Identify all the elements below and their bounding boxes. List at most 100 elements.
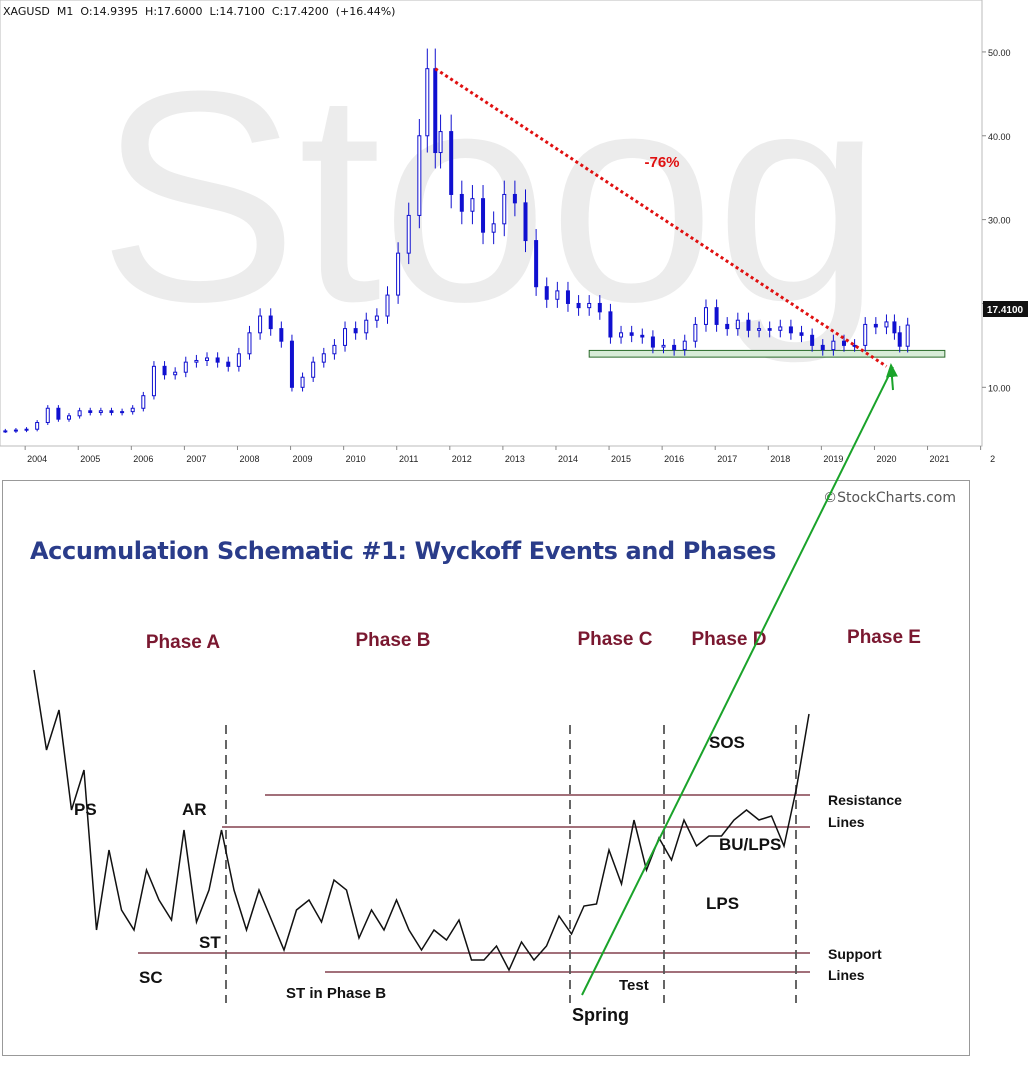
candle-body	[130, 407, 135, 413]
x-tick-label: 2008	[239, 454, 259, 464]
candle-body	[661, 344, 666, 348]
chart-header: XAGUSD M1 O:14.9395 H:17.6000 L:14.7100 …	[3, 5, 395, 18]
candle-body	[247, 332, 252, 355]
candle-body	[151, 365, 156, 397]
candle-body	[534, 240, 539, 288]
candle-body	[226, 361, 231, 367]
candle-body	[396, 252, 401, 296]
candle-body	[767, 328, 772, 331]
candle-body	[300, 376, 305, 388]
candle-body	[873, 323, 878, 328]
candle-body	[491, 223, 496, 233]
candle-body	[162, 365, 167, 376]
x-tick-label: 2016	[664, 454, 684, 464]
x-tick-label: 2017	[717, 454, 737, 464]
candle-body	[215, 357, 220, 363]
candle-body	[788, 326, 793, 334]
candle-body	[173, 371, 178, 376]
candle-body	[258, 315, 263, 334]
candle-body	[385, 294, 390, 317]
candle-body	[67, 415, 72, 420]
x-tick-label: 2018	[770, 454, 790, 464]
x-tick-label: 2007	[186, 454, 206, 464]
x-tick-label: 2013	[505, 454, 525, 464]
candle-body	[470, 198, 475, 212]
candle-body	[820, 344, 825, 351]
candle-body	[650, 336, 655, 348]
candles	[3, 48, 910, 433]
candle-body	[502, 193, 507, 225]
candle-body	[194, 359, 199, 363]
candle-body	[576, 302, 581, 309]
candle-body	[88, 410, 93, 413]
y-tick-label: 40.00	[988, 132, 1011, 142]
timeframe-label: M1	[56, 5, 74, 18]
candle-body	[459, 193, 464, 212]
candle-body	[587, 302, 592, 309]
x-tick-label: 2011	[399, 454, 418, 464]
watermark-text: Stoog	[98, 28, 882, 366]
candle-body	[56, 407, 61, 420]
candle-body	[438, 131, 443, 154]
candle-body	[353, 328, 358, 334]
candle-body	[778, 326, 783, 331]
candle-body	[555, 290, 560, 300]
x-tick-label: 2012	[452, 454, 472, 464]
x-tick-label: 2005	[80, 454, 100, 464]
candle-body	[449, 131, 454, 195]
decline-percent-label: -76%	[644, 154, 679, 171]
candle-body	[863, 323, 868, 346]
stockcharts-credit: ©StockCharts.com	[823, 490, 956, 506]
candle-body	[268, 315, 273, 330]
candle-body	[289, 340, 294, 388]
x-tick-label: 2006	[133, 454, 153, 464]
candle-body	[45, 407, 50, 424]
x-tick-label: 2	[990, 454, 995, 464]
candle-body	[597, 302, 602, 313]
candle-body	[109, 410, 114, 413]
last-price-tag: 17.4100	[983, 301, 1028, 317]
candle-body	[672, 344, 677, 351]
candle-body	[735, 319, 740, 330]
candle-body	[799, 332, 804, 336]
candle-body	[433, 68, 438, 154]
candle-body	[120, 411, 125, 414]
candle-body	[746, 319, 751, 331]
candle-body	[425, 68, 430, 137]
x-tick-label: 2004	[27, 454, 47, 464]
candle-body	[608, 311, 613, 338]
candle-body	[841, 340, 846, 346]
x-tick-label: 2015	[611, 454, 631, 464]
x-axis: 2004 2005 2006 2007 2008 2009 2010 2011 2012 2013…	[24, 446, 995, 464]
candle-body	[417, 135, 422, 216]
candle-body	[884, 321, 889, 328]
candle-body	[311, 361, 316, 378]
candle-body	[714, 307, 719, 325]
candle-body	[332, 344, 337, 355]
candle-body	[98, 410, 103, 413]
candle-body	[905, 324, 910, 347]
candle-body	[35, 422, 40, 430]
candle-body	[544, 286, 549, 300]
candle-body	[481, 198, 486, 233]
candle-body	[703, 307, 708, 325]
candle-body	[343, 328, 348, 346]
candle-body	[279, 328, 284, 342]
candle-body	[512, 193, 517, 204]
candle-body	[725, 323, 730, 330]
last-price-text: 17.4100	[987, 305, 1024, 316]
candle-body	[3, 430, 8, 433]
candle-body	[24, 428, 29, 431]
candle-body	[682, 340, 687, 351]
x-tick-label: 2019	[823, 454, 843, 464]
candle-body	[693, 323, 698, 342]
x-tick-label: 2014	[558, 454, 578, 464]
candle-body	[13, 429, 18, 432]
y-tick-label: 10.00	[988, 383, 1011, 393]
candle-body	[619, 332, 624, 338]
candle-body	[183, 361, 188, 373]
candle-body	[629, 332, 634, 336]
